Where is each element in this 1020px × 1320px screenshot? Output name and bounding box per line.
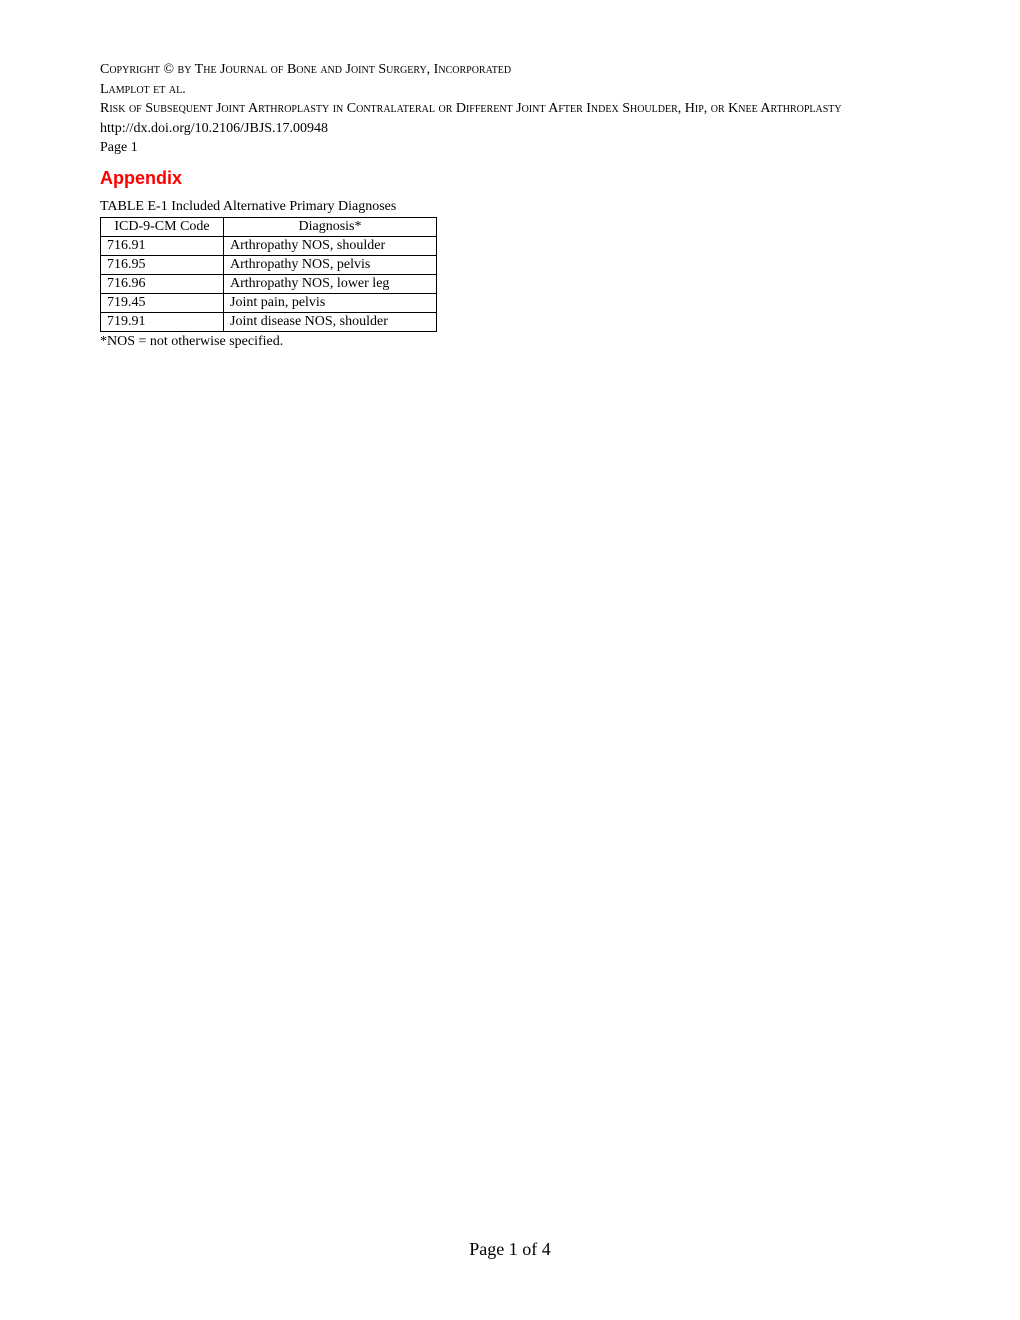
table-cell-diagnosis: Joint disease NOS, shoulder (224, 312, 437, 331)
doi-line: http://dx.doi.org/10.2106/JBJS.17.00948 (100, 119, 920, 139)
table-cell-diagnosis: Joint pain, pelvis (224, 293, 437, 312)
copyright-line: Copyright © by The Journal of Bone and J… (100, 60, 920, 80)
article-title-line: Risk of Subsequent Joint Arthroplasty in… (100, 99, 920, 119)
appendix-heading: Appendix (100, 168, 920, 189)
table-row: 716.91 Arthropathy NOS, shoulder (101, 236, 437, 255)
table-cell-diagnosis: Arthropathy NOS, lower leg (224, 274, 437, 293)
table-cell-code: 719.45 (101, 293, 224, 312)
table-header-row: ICD-9-CM Code Diagnosis* (101, 217, 437, 236)
table-cell-code: 719.91 (101, 312, 224, 331)
document-header: Copyright © by The Journal of Bone and J… (100, 60, 920, 158)
table-row: 719.91 Joint disease NOS, shoulder (101, 312, 437, 331)
table-cell-diagnosis: Arthropathy NOS, pelvis (224, 255, 437, 274)
table-cell-code: 716.91 (101, 236, 224, 255)
table-cell-code: 716.95 (101, 255, 224, 274)
table-footnote: *NOS = not otherwise specified. (100, 334, 920, 350)
page-footer: Page 1 of 4 (0, 1239, 1020, 1260)
authors-line: Lamplot et al. (100, 80, 920, 100)
table-header-code: ICD-9-CM Code (101, 217, 224, 236)
table-row: 716.96 Arthropathy NOS, lower leg (101, 274, 437, 293)
table-caption: TABLE E-1 Included Alternative Primary D… (100, 199, 920, 215)
table-row: 719.45 Joint pain, pelvis (101, 293, 437, 312)
diagnoses-table: ICD-9-CM Code Diagnosis* 716.91 Arthropa… (100, 217, 437, 332)
table-header-diagnosis: Diagnosis* (224, 217, 437, 236)
header-page-label: Page 1 (100, 138, 920, 158)
table-cell-code: 716.96 (101, 274, 224, 293)
table-cell-diagnosis: Arthropathy NOS, shoulder (224, 236, 437, 255)
table-row: 716.95 Arthropathy NOS, pelvis (101, 255, 437, 274)
